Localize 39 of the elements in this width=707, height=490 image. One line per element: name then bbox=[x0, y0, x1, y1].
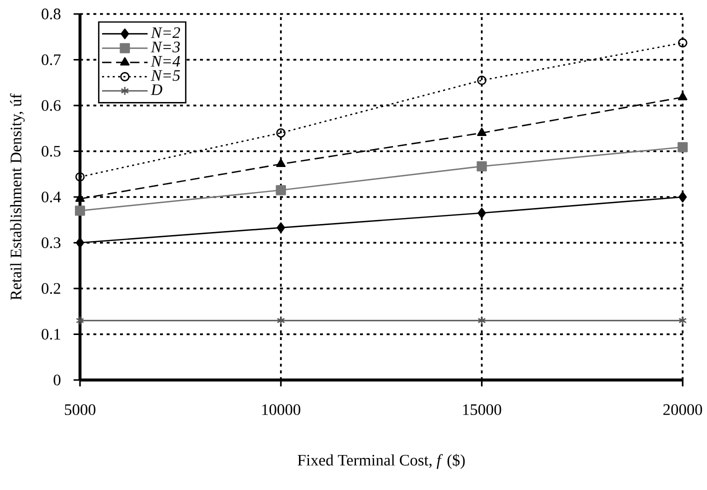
point bbox=[678, 38, 688, 48]
x-tick-label: 20000 bbox=[663, 404, 702, 416]
point bbox=[678, 316, 687, 326]
y-tick-label: 0.7 bbox=[42, 54, 61, 66]
x-tick-label: 5000 bbox=[64, 404, 96, 416]
point bbox=[276, 316, 286, 326]
point bbox=[74, 206, 86, 216]
x-tick-label: 15000 bbox=[463, 404, 502, 416]
y-axis-title: Retail Establishment Density, úf bbox=[10, 94, 25, 300]
y-tick-label: 0.2 bbox=[42, 283, 60, 294]
y-tick-label: 0.3 bbox=[42, 237, 60, 248]
point bbox=[478, 208, 486, 218]
y-tick-label: 0.6 bbox=[42, 100, 61, 111]
point bbox=[477, 76, 486, 86]
legend-label: N=5 bbox=[150, 70, 180, 81]
point bbox=[276, 158, 286, 168]
y-tick-label: 0.8 bbox=[42, 8, 60, 20]
point bbox=[75, 172, 85, 182]
y-tick-label: 0.4 bbox=[42, 192, 61, 202]
x-tick-label: 10000 bbox=[262, 404, 300, 416]
point bbox=[478, 316, 486, 326]
point bbox=[678, 192, 687, 202]
point bbox=[476, 161, 487, 172]
point bbox=[477, 128, 486, 136]
point bbox=[276, 222, 286, 233]
point bbox=[678, 92, 688, 100]
point bbox=[276, 185, 286, 196]
point bbox=[76, 316, 84, 326]
point bbox=[76, 237, 84, 248]
x-axis-title: Fixed Terminal Cost, f ($) bbox=[298, 454, 465, 469]
legend-label: N=3 bbox=[150, 42, 180, 52]
point bbox=[276, 128, 286, 138]
legend-label: N=2 bbox=[150, 27, 180, 38]
point bbox=[678, 142, 688, 152]
legend-label: N=4 bbox=[150, 56, 180, 67]
y-tick-label: 0.5 bbox=[42, 146, 60, 157]
legend-label: D bbox=[150, 84, 162, 95]
y-tick-label: 0 bbox=[54, 374, 60, 386]
y-tick-label: 0.1 bbox=[42, 328, 60, 340]
